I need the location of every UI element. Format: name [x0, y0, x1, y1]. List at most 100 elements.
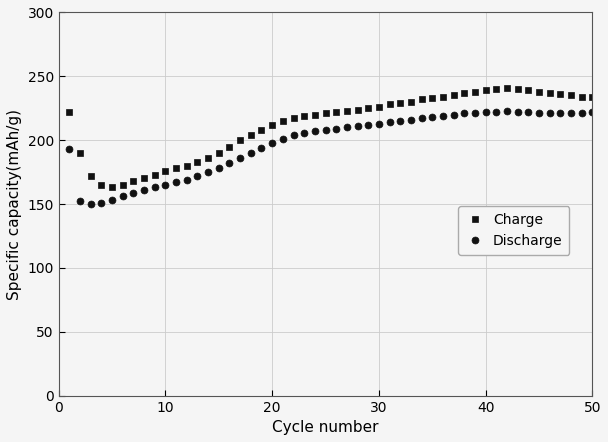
Discharge	[269, 140, 276, 145]
Charge	[492, 87, 500, 92]
Discharge	[279, 136, 286, 141]
Discharge	[503, 108, 511, 114]
Charge	[535, 89, 542, 94]
Discharge	[546, 110, 553, 116]
Discharge	[439, 113, 446, 118]
Discharge	[557, 110, 564, 116]
Discharge	[396, 118, 404, 124]
Charge	[162, 168, 169, 173]
Discharge	[461, 110, 468, 116]
Charge	[300, 113, 308, 118]
Discharge	[204, 169, 212, 175]
Discharge	[173, 180, 180, 185]
Discharge	[482, 110, 489, 115]
Charge	[311, 112, 319, 117]
Charge	[396, 100, 404, 106]
Discharge	[375, 121, 382, 126]
Discharge	[471, 110, 478, 116]
Charge	[258, 127, 265, 133]
Discharge	[77, 199, 84, 204]
Discharge	[98, 200, 105, 206]
Charge	[482, 88, 489, 93]
Discharge	[162, 182, 169, 187]
Charge	[567, 93, 575, 98]
Charge	[247, 133, 255, 138]
Discharge	[140, 187, 148, 193]
Discharge	[226, 160, 233, 166]
Charge	[77, 150, 84, 156]
Charge	[194, 159, 201, 164]
Discharge	[130, 190, 137, 195]
Y-axis label: Specific capacity(mAh/g): Specific capacity(mAh/g)	[7, 109, 22, 300]
Charge	[215, 150, 223, 156]
Discharge	[535, 110, 542, 116]
Charge	[237, 137, 244, 143]
Charge	[140, 176, 148, 181]
Discharge	[311, 129, 319, 134]
Charge	[98, 182, 105, 187]
Charge	[557, 91, 564, 97]
Discharge	[151, 185, 159, 190]
Discharge	[429, 114, 436, 120]
Discharge	[514, 110, 521, 115]
Discharge	[578, 110, 586, 116]
Charge	[439, 94, 446, 99]
Charge	[183, 163, 190, 168]
Charge	[151, 172, 159, 177]
Charge	[546, 90, 553, 95]
Discharge	[247, 150, 255, 156]
Charge	[365, 106, 372, 111]
Charge	[429, 95, 436, 101]
Discharge	[333, 126, 340, 131]
Charge	[66, 110, 73, 115]
Discharge	[525, 110, 532, 115]
Discharge	[354, 123, 361, 129]
Discharge	[386, 120, 393, 125]
Charge	[204, 156, 212, 161]
Charge	[343, 108, 350, 114]
Discharge	[365, 122, 372, 127]
Charge	[290, 116, 297, 121]
Charge	[450, 93, 457, 98]
Charge	[333, 110, 340, 115]
Discharge	[215, 166, 223, 171]
Discharge	[343, 125, 350, 130]
Charge	[269, 122, 276, 127]
Discharge	[567, 110, 575, 116]
Legend: Charge, Discharge: Charge, Discharge	[458, 206, 569, 255]
Charge	[322, 110, 329, 116]
Charge	[279, 118, 286, 124]
Discharge	[322, 127, 329, 133]
Discharge	[119, 194, 126, 199]
Line: Discharge: Discharge	[66, 107, 596, 207]
Discharge	[300, 130, 308, 135]
Discharge	[450, 112, 457, 117]
Charge	[525, 88, 532, 93]
Charge	[130, 179, 137, 184]
Charge	[503, 85, 511, 91]
Discharge	[258, 145, 265, 150]
Charge	[407, 99, 415, 104]
Discharge	[407, 117, 415, 122]
Charge	[589, 94, 596, 99]
Discharge	[87, 202, 94, 207]
Charge	[578, 94, 586, 99]
Charge	[514, 87, 521, 92]
Charge	[119, 182, 126, 187]
Discharge	[66, 146, 73, 152]
Discharge	[237, 156, 244, 161]
Discharge	[194, 173, 201, 179]
Discharge	[492, 110, 500, 115]
Charge	[226, 144, 233, 149]
Charge	[461, 90, 468, 95]
Discharge	[290, 133, 297, 138]
Line: Charge: Charge	[66, 84, 596, 191]
Charge	[375, 104, 382, 110]
Charge	[418, 97, 425, 102]
Discharge	[183, 177, 190, 183]
Charge	[87, 173, 94, 179]
Charge	[471, 89, 478, 94]
Discharge	[589, 110, 596, 115]
Discharge	[418, 116, 425, 121]
Charge	[108, 185, 116, 190]
